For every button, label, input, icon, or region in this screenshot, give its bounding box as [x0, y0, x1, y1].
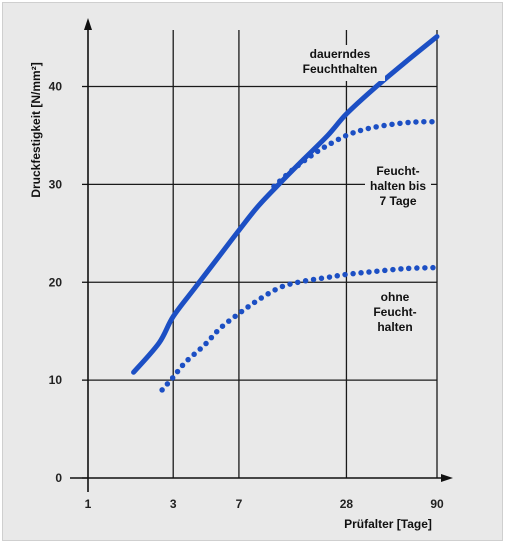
- x-tick-label-28: 28: [340, 497, 354, 511]
- series-line-1: [131, 34, 440, 375]
- y-tick-label-10: 10: [49, 373, 63, 387]
- y-tick-label-20: 20: [49, 275, 63, 289]
- x-axis-arrow: [441, 474, 453, 482]
- axes: [70, 18, 453, 492]
- series-lines: [131, 34, 440, 393]
- y-tick-label-40: 40: [49, 80, 63, 94]
- y-tick-label-30: 30: [49, 177, 63, 191]
- chart-frame: [2, 2, 503, 541]
- x-tick-label-1: 1: [85, 497, 92, 511]
- x-tick-label-7: 7: [236, 497, 243, 511]
- annotation-text: Feucht-: [373, 305, 416, 319]
- y-tick-label-0: 0: [55, 471, 62, 485]
- grid: [88, 30, 438, 478]
- x-axis-label: Prüfalter [Tage]: [344, 517, 432, 531]
- y-tick-labels: 0 10 20 30 40: [49, 80, 63, 485]
- x-tick-label-3: 3: [170, 497, 177, 511]
- x-tick-label-90: 90: [430, 497, 444, 511]
- annotation-text: Feuchthalten: [303, 62, 378, 76]
- annotation-text: ohne: [381, 290, 410, 304]
- y-axis-label: Druckfestigkeit [N/mm²]: [29, 62, 43, 197]
- annotation-background: [365, 288, 425, 339]
- annotation-text: 7 Tage: [379, 194, 416, 208]
- annotation-text: halten bis: [370, 179, 426, 193]
- x-tick-labels: 1 3 7 28 90: [85, 497, 444, 511]
- annotation-background: [295, 45, 385, 81]
- annotation-background: [365, 162, 431, 213]
- annotation-text: halten: [377, 320, 412, 334]
- annotation-text: Feucht-: [376, 164, 419, 178]
- annotation-text: dauerndes: [310, 47, 371, 61]
- series-line-2: [271, 118, 440, 190]
- series-line-3: [159, 264, 440, 393]
- y-axis-arrow: [84, 18, 92, 30]
